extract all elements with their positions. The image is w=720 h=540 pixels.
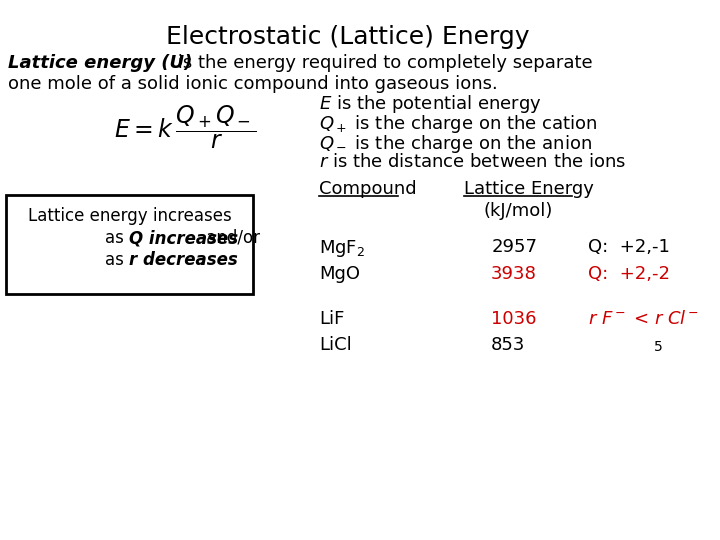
Text: Lattice Energy: Lattice Energy: [464, 180, 594, 198]
Text: Electrostatic (Lattice) Energy: Electrostatic (Lattice) Energy: [166, 25, 530, 49]
FancyBboxPatch shape: [6, 195, 253, 294]
Text: one mole of a solid ionic compound into gaseous ions.: one mole of a solid ionic compound into …: [8, 75, 498, 93]
Text: is the energy required to completely separate: is the energy required to completely sep…: [172, 54, 593, 72]
Text: $r$ is the distance between the ions: $r$ is the distance between the ions: [319, 153, 626, 171]
Text: 3938: 3938: [491, 265, 537, 283]
Text: $r$ F$^-$ < $r$ Cl$^-$: $r$ F$^-$ < $r$ Cl$^-$: [588, 310, 698, 328]
Text: as: as: [105, 251, 130, 269]
Text: as: as: [105, 229, 130, 247]
Text: $Q_-$ is the charge on the anion: $Q_-$ is the charge on the anion: [319, 133, 592, 155]
Text: MgO: MgO: [319, 265, 360, 283]
Text: $E$ is the potential energy: $E$ is the potential energy: [319, 93, 541, 115]
Text: 1036: 1036: [491, 310, 536, 328]
Text: 2957: 2957: [491, 238, 537, 256]
Text: 853: 853: [491, 336, 526, 354]
Text: LiCl: LiCl: [319, 336, 352, 354]
Text: 5: 5: [654, 340, 662, 354]
Text: $Q_+$ is the charge on the cation: $Q_+$ is the charge on the cation: [319, 113, 598, 135]
Text: Lattice energy (U): Lattice energy (U): [8, 54, 192, 72]
Text: LiF: LiF: [319, 310, 344, 328]
Text: .: .: [198, 251, 204, 269]
Text: Lattice energy increases: Lattice energy increases: [27, 207, 231, 225]
Text: Q:  +2,-2: Q: +2,-2: [588, 265, 670, 283]
Text: MgF$_2$: MgF$_2$: [319, 238, 365, 259]
Text: $E = k\,\dfrac{Q_+Q_-}{r}$: $E = k\,\dfrac{Q_+Q_-}{r}$: [114, 103, 257, 151]
Text: Q increases: Q increases: [129, 229, 238, 247]
Text: (kJ/mol): (kJ/mol): [483, 202, 553, 220]
Text: Compound: Compound: [319, 180, 417, 198]
Text: and/or: and/or: [201, 229, 260, 247]
Text: Q:  +2,-1: Q: +2,-1: [588, 238, 670, 256]
Text: r decreases: r decreases: [129, 251, 238, 269]
